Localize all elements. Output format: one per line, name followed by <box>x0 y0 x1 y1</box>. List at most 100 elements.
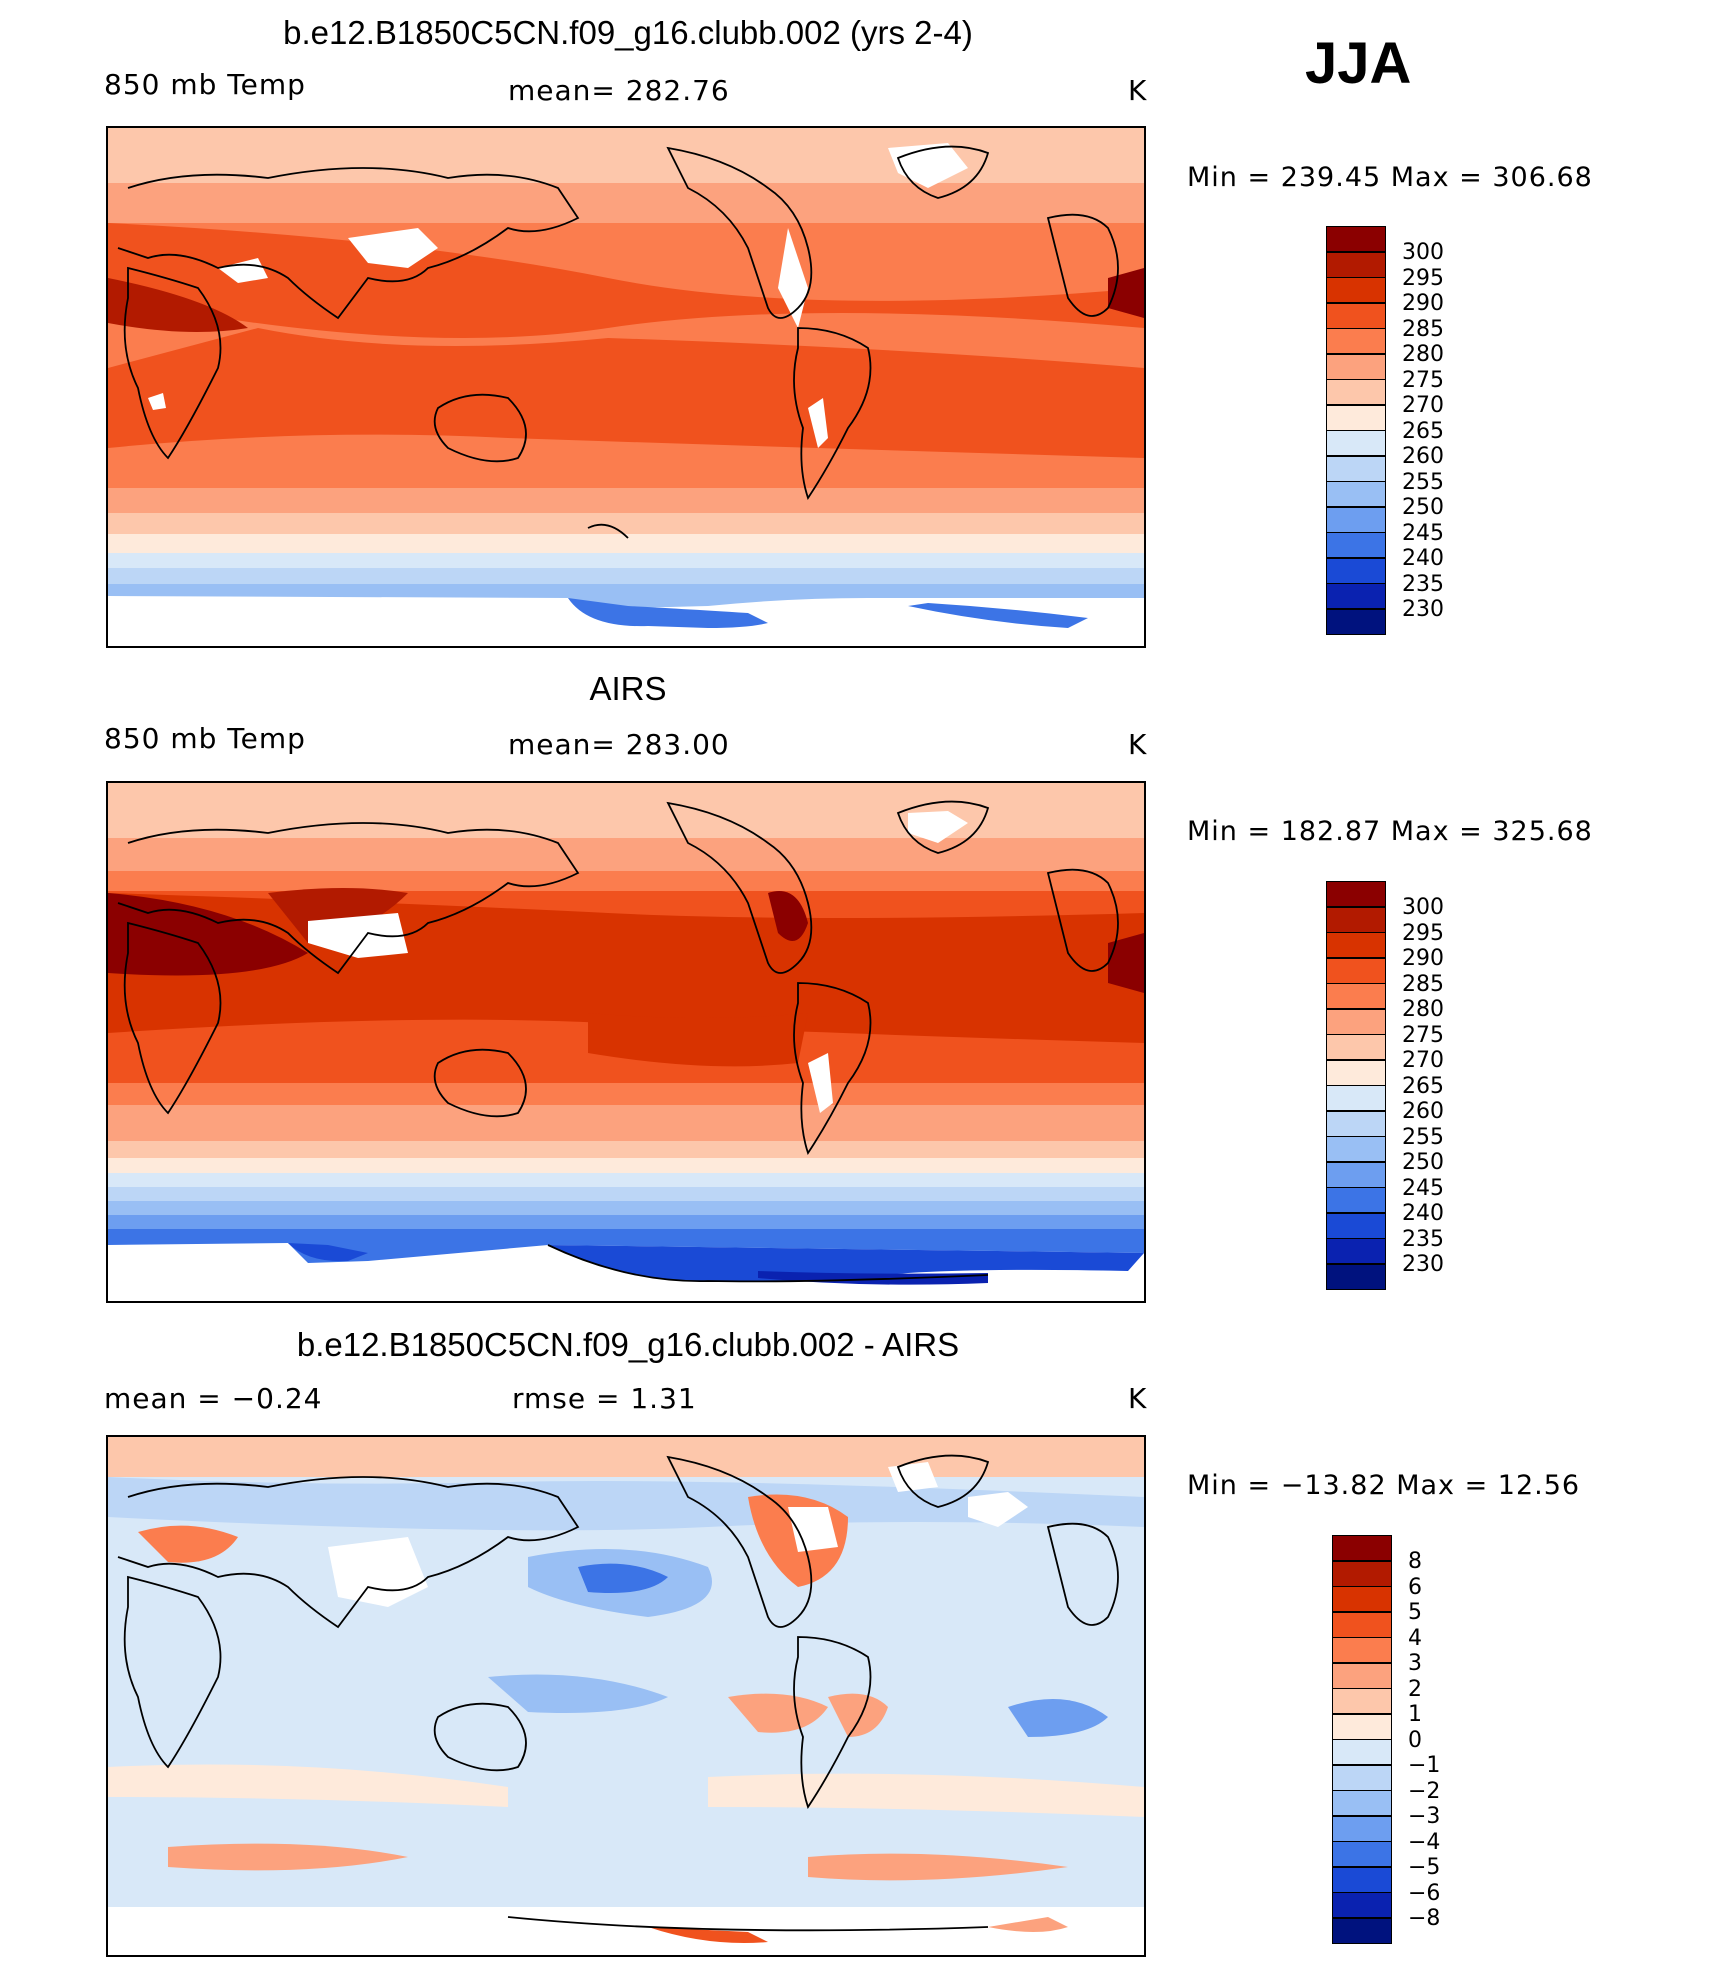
cbar1-swatch <box>1326 455 1386 482</box>
cbar2-label: 245 <box>1402 1175 1444 1201</box>
cbar3-label: −3 <box>1408 1804 1441 1829</box>
cbar2-label: 230 <box>1402 1252 1444 1277</box>
cbar2-swatch <box>1326 1110 1386 1137</box>
panel-3-map <box>106 1435 1146 1957</box>
cbar1-label: 230 <box>1402 597 1444 622</box>
cbar2-swatch <box>1326 906 1386 933</box>
cbar1-swatch <box>1326 226 1386 252</box>
cbar2-swatch <box>1326 1212 1386 1239</box>
cbar3-label: 0 <box>1408 1727 1422 1753</box>
cbar1-swatch <box>1326 353 1386 380</box>
cbar3-label: 1 <box>1408 1702 1422 1727</box>
panel-3-rmse: rmse = 1.31 <box>512 1382 697 1415</box>
cbar3-swatch <box>1332 1892 1392 1918</box>
cbar3-label: −6 <box>1408 1880 1441 1906</box>
cbar3-swatch <box>1332 1815 1392 1842</box>
cbar3-swatch <box>1332 1713 1392 1740</box>
cbar3-swatch <box>1332 1764 1392 1791</box>
cbar1-swatch <box>1326 430 1386 456</box>
cbar1-swatch <box>1326 557 1386 584</box>
panel-3-units: K <box>1128 1382 1148 1415</box>
cbar1-label: 275 <box>1402 367 1444 393</box>
cbar1-swatch <box>1326 277 1386 303</box>
cbar2-swatch <box>1326 932 1386 958</box>
panel-3-minmax: Min = −13.82 Max = 12.56 <box>1187 1470 1581 1501</box>
cbar2-label: 300 <box>1402 895 1444 920</box>
cbar1-swatch <box>1326 481 1386 507</box>
cbar3-swatch <box>1332 1917 1392 1944</box>
panel-3-title: b.e12.B1850C5CN.f09_g16.clubb.002 - AIRS <box>296 1326 960 1363</box>
cbar2-label: 270 <box>1402 1048 1444 1073</box>
cbar2-swatch <box>1326 1008 1386 1035</box>
cbar3-label: −8 <box>1408 1906 1441 1931</box>
cbar2-swatch <box>1326 1034 1386 1060</box>
cbar3-label: −1 <box>1408 1753 1441 1778</box>
cbar1-label: 285 <box>1402 316 1444 342</box>
panel-1-left-label: 850 mb Temp <box>104 68 306 101</box>
cbar1-label: 260 <box>1402 444 1444 469</box>
cbar3-swatch <box>1332 1662 1392 1689</box>
cbar2-label: 295 <box>1402 920 1444 946</box>
cbar1-swatch <box>1326 251 1386 278</box>
panel-1-title: b.e12.B1850C5CN.f09_g16.clubb.002 (yrs 2… <box>283 14 973 51</box>
cbar3-label: 4 <box>1408 1625 1422 1651</box>
cbar1-label: 265 <box>1402 418 1444 444</box>
cbar2-swatch <box>1326 1059 1386 1086</box>
cbar1-label: 250 <box>1402 495 1444 520</box>
cbar2-label: 280 <box>1402 997 1444 1022</box>
cbar3-swatch <box>1332 1611 1392 1638</box>
cbar3-label: 3 <box>1408 1651 1422 1676</box>
cbar3-swatch <box>1332 1688 1392 1714</box>
cbar2-label: 275 <box>1402 1022 1444 1048</box>
cbar2-label: 240 <box>1402 1201 1444 1226</box>
cbar1-label: 300 <box>1402 240 1444 265</box>
cbar3-swatch <box>1332 1739 1392 1765</box>
panel-1-units: K <box>1128 74 1148 107</box>
cbar1-swatch <box>1326 608 1386 635</box>
cbar1-swatch <box>1326 328 1386 354</box>
cbar3-swatch <box>1332 1841 1392 1867</box>
cbar1-label: 255 <box>1402 469 1444 495</box>
cbar2-label: 265 <box>1402 1073 1444 1099</box>
panel-2-map <box>106 781 1146 1303</box>
cbar1-label: 240 <box>1402 546 1444 571</box>
cbar2-label: 290 <box>1402 946 1444 971</box>
panel-1-map <box>106 126 1146 648</box>
cbar3-label: 8 <box>1408 1549 1422 1574</box>
cbar2-swatch <box>1326 1263 1386 1290</box>
cbar1-label: 245 <box>1402 520 1444 546</box>
cbar2-label: 235 <box>1402 1226 1444 1252</box>
panel-2-left-label: 850 mb Temp <box>104 722 306 755</box>
cbar2-swatch <box>1326 1085 1386 1111</box>
cbar1-label: 290 <box>1402 291 1444 316</box>
cbar3-swatch <box>1332 1790 1392 1816</box>
cbar1-swatch <box>1326 302 1386 329</box>
cbar3-label: −5 <box>1408 1855 1441 1880</box>
cbar1-label: 235 <box>1402 571 1444 597</box>
cbar2-swatch <box>1326 1136 1386 1162</box>
cbar2-swatch <box>1326 1161 1386 1188</box>
cbar2-label: 255 <box>1402 1124 1444 1150</box>
panel-2-mean: mean= 283.00 <box>508 728 730 761</box>
cbar1-swatch <box>1326 404 1386 431</box>
cbar3-label: 5 <box>1408 1600 1422 1625</box>
cbar1-label: 280 <box>1402 342 1444 367</box>
panel-1-mean: mean= 282.76 <box>508 74 730 107</box>
panel-2-minmax: Min = 182.87 Max = 325.68 <box>1187 816 1593 847</box>
cbar2-swatch <box>1326 881 1386 907</box>
panel-3-mean: mean = −0.24 <box>104 1382 323 1415</box>
cbar3-swatch <box>1332 1866 1392 1893</box>
cbar3-label: −4 <box>1408 1829 1441 1855</box>
cbar2-swatch <box>1326 957 1386 984</box>
cbar3-label: 2 <box>1408 1676 1422 1702</box>
cbar3-swatch <box>1332 1560 1392 1587</box>
cbar1-label: 295 <box>1402 265 1444 291</box>
cbar2-label: 285 <box>1402 971 1444 997</box>
cbar2-label: 250 <box>1402 1150 1444 1175</box>
panel-2-units: K <box>1128 728 1148 761</box>
cbar1-swatch <box>1326 379 1386 405</box>
cbar2-label: 260 <box>1402 1099 1444 1124</box>
cbar1-label: 270 <box>1402 393 1444 418</box>
cbar1-swatch <box>1326 583 1386 609</box>
cbar3-label: 6 <box>1408 1574 1422 1600</box>
